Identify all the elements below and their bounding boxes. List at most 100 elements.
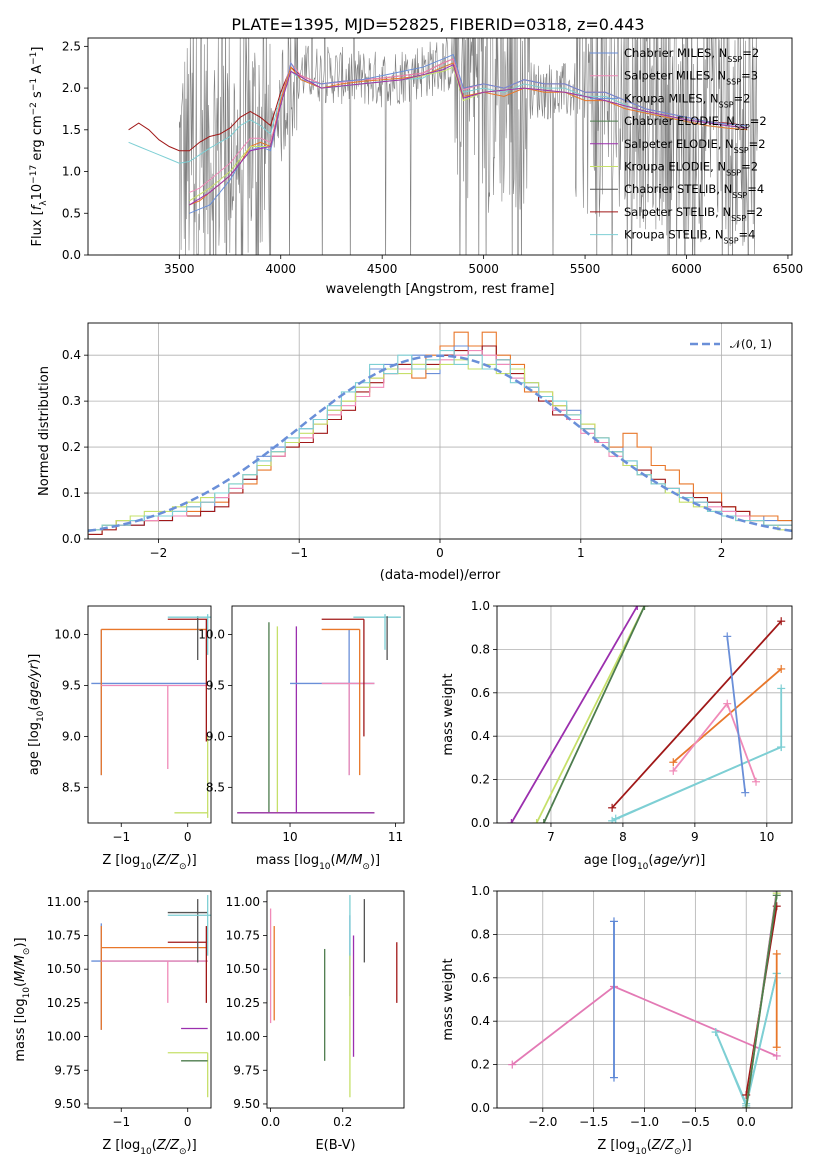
- label-part: (: [13, 982, 28, 987]
- x-tick-label: 2: [718, 546, 726, 560]
- y-tick-label: 8.5: [206, 780, 225, 794]
- x-tick-label: −1: [112, 830, 130, 844]
- label-part: )]: [187, 1138, 197, 1153]
- label-part: (: [331, 853, 336, 868]
- x-tick-label: 0.0: [737, 1115, 756, 1129]
- y-tick-label: 1.0: [471, 884, 490, 898]
- label-part: 10: [140, 1147, 152, 1157]
- label-part: =2: [746, 205, 763, 219]
- axes-frame: [87, 322, 793, 540]
- legend-entry: Chabrier STELIB, NSSP=4: [624, 182, 764, 200]
- label-part: SSP: [735, 123, 750, 132]
- label-part: =4: [739, 228, 756, 242]
- label-part: Z/Z: [156, 853, 180, 868]
- label-part: −2: [29, 102, 39, 115]
- mass-vs-Z-panel: −1 0 9.50 9.75 10.00 10.25 10.50 10.75 11.00 Z [l…: [13, 890, 212, 1157]
- x-tick-label: 0: [184, 830, 192, 844]
- weight-series: [672, 701, 757, 783]
- label-part: (: [27, 706, 42, 711]
- y-tick-label: 0.2: [62, 440, 81, 454]
- label-part: Chabrier ELODIE, N: [624, 114, 735, 128]
- label-part: ]: [30, 47, 45, 52]
- y-tick-label: 10.25: [47, 996, 81, 1010]
- weight-plot-area: [507, 606, 786, 823]
- y-tick-label: 10.50: [226, 962, 260, 976]
- weight-series: [672, 668, 782, 763]
- y-tick-label: 9.0: [62, 729, 81, 743]
- label-part: Salpeter MILES, N: [624, 69, 726, 83]
- label-part: Z/Z: [156, 1138, 180, 1153]
- x-axis-label: Z [log10(Z/Z⊙)]: [102, 853, 196, 872]
- label-part: SSP: [724, 236, 739, 245]
- x-tick-label: −2: [150, 546, 168, 560]
- legend-entry: Salpeter ELODIE, NSSP=2: [624, 137, 766, 155]
- label-part: )]: [187, 853, 197, 868]
- label-part: Chabrier MILES, N: [624, 46, 727, 60]
- label-part: mass [log: [256, 853, 319, 868]
- label-part: =2: [742, 46, 759, 60]
- y-tick-label: 1.0: [471, 599, 490, 613]
- label-part: Kroupa ELODIE, N: [624, 160, 726, 174]
- label-part: SSP: [734, 145, 749, 154]
- label-part: A: [30, 65, 45, 78]
- legend-entry: Kroupa MILES, NSSP=2: [624, 91, 750, 109]
- x-tick-label: 5000: [468, 262, 499, 276]
- y-tick-label: 11.00: [226, 895, 260, 909]
- y-axis-label: mass [log10(M/M⊙)]: [13, 937, 32, 1061]
- y-tick-label: 0.0: [62, 532, 81, 546]
- y-tick-label: 0.1: [62, 486, 81, 500]
- label-part: 10: [140, 862, 152, 872]
- label-part: =2: [734, 91, 751, 105]
- y-tick-label: 9.0: [206, 729, 225, 743]
- x-tick-label: 3500: [164, 262, 195, 276]
- histogram-series: [88, 350, 792, 539]
- mass-vs-EBV-panel: 0.0 0.2 9.50 9.75 10.00 10.25 10.50 10.75 11.00 E…: [226, 890, 405, 1153]
- weight-series: [542, 606, 646, 823]
- axes-frame: [496, 890, 793, 1109]
- x-tick-label: 0.2: [333, 1115, 352, 1129]
- label-part: SSP: [726, 77, 741, 86]
- x-tick-label: 5500: [570, 262, 601, 276]
- y-tick-label: 0.2: [471, 1058, 490, 1072]
- label-part: 10: [36, 710, 46, 722]
- x-tick-label: 6500: [773, 262, 804, 276]
- x-tick-label: −1.0: [630, 1115, 659, 1129]
- x-tick-label: 9: [691, 830, 699, 844]
- model-spectrum: [189, 63, 748, 206]
- legend-entry: 𝒩(0, 1): [730, 337, 772, 351]
- normal-curve: [88, 354, 792, 533]
- label-part: M/M: [13, 955, 28, 982]
- label-part: s: [30, 91, 45, 102]
- y-tick-label: 9.5: [62, 678, 81, 692]
- y-tick-label: 8.5: [62, 780, 81, 794]
- label-part: Z [log: [102, 853, 140, 868]
- legend-entry: Chabrier MILES, NSSP=2: [624, 46, 759, 64]
- weight-series: [611, 620, 782, 809]
- errorbar-plot-area: [91, 895, 211, 1098]
- axes-frame: [87, 605, 212, 824]
- legend-entry: Kroupa ELODIE, NSSP=2: [624, 160, 758, 178]
- x-axis-label: E(B-V): [315, 1138, 355, 1153]
- errorbar-plot-area: [237, 614, 401, 814]
- spectrum-panel: 3500 4000 4500 5000 5500 6000 6500 0.0 0.5 1.0 1.5…: [29, 37, 804, 297]
- y-tick-label: 0.8: [471, 927, 490, 941]
- y-tick-label: 0.4: [471, 1014, 490, 1028]
- weight-series: [611, 746, 782, 822]
- y-axis-label: age [log10(age/yr)]: [27, 654, 46, 776]
- x-tick-label: 0: [184, 1115, 192, 1129]
- label-part: SSP: [719, 100, 734, 109]
- x-tick-label: 4500: [367, 262, 398, 276]
- label-part: (: [647, 1138, 652, 1153]
- label-part: )]: [370, 853, 380, 868]
- label-part: ⊙: [674, 1147, 682, 1157]
- y-tick-label: 10.50: [47, 962, 81, 976]
- x-tick-label: 8: [619, 830, 627, 844]
- label-part: M/M: [336, 853, 363, 868]
- histogram-series: [88, 359, 792, 539]
- label-part: =2: [749, 137, 766, 151]
- weight-series: [745, 895, 778, 1108]
- label-part: =3: [741, 69, 758, 83]
- label-part: Flux [: [30, 210, 45, 246]
- x-axis-label: wavelength [Angstrom, rest frame]: [326, 282, 555, 297]
